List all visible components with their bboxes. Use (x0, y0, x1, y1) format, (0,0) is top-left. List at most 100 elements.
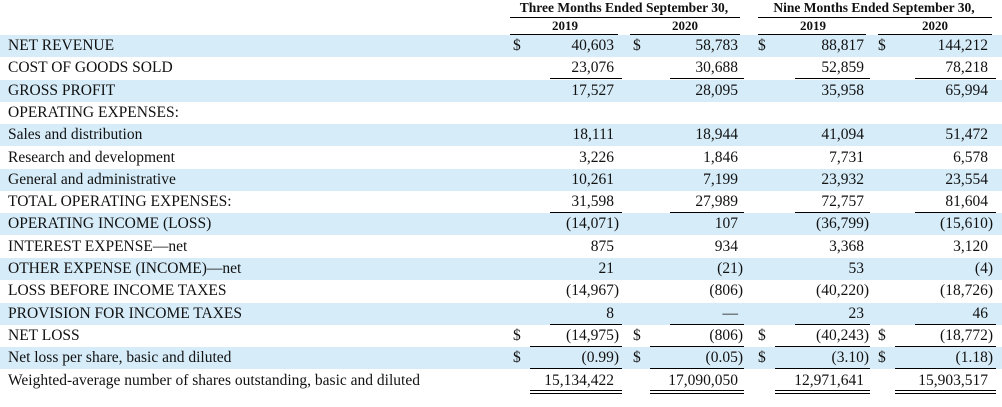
total-rule (775, 368, 870, 370)
row-label: PROVISION FOR INCOME TAXES (8, 304, 243, 322)
year-header-1: 2019 (552, 18, 578, 33)
table-cell: 51,472 (945, 126, 988, 144)
table-cell: 28,095 (695, 81, 738, 99)
total-rule (530, 368, 622, 370)
subtotal-rule (670, 212, 744, 214)
row-label: General and administrative (8, 170, 176, 188)
total-rule (895, 389, 996, 394)
table-row: OPERATING INCOME (LOSS) (14,071) 107 (36,79… (0, 213, 1002, 236)
table-cell: (21) (717, 260, 743, 277)
table-cell: 18,111 (572, 126, 614, 144)
table-cell: 58,783 (695, 37, 738, 54)
table-cell: 3,226 (579, 148, 614, 166)
row-label: Sales and distribution (8, 126, 143, 144)
dollar-sign: $ (878, 326, 886, 344)
table-row: NET LOSS $ (14,975) $ (806) $ (40,243) $ (18,772… (0, 325, 1002, 347)
three-months-rule (510, 17, 740, 18)
table-cell: 81,604 (945, 193, 988, 211)
table-row: LOSS BEFORE INCOME TAXES (14,967) (806) (40… (0, 280, 1002, 302)
subtotal-rule (550, 323, 622, 325)
table-row: Sales and distribution 18,111 18,944 41,094… (0, 124, 1002, 147)
table-cell: 10,261 (571, 170, 614, 188)
subtotal-rule (670, 323, 744, 325)
row-label: NET LOSS (8, 326, 80, 344)
table-cell: 35,958 (821, 81, 864, 99)
row-label: Net loss per share, basic and diluted (8, 349, 232, 367)
total-rule (650, 368, 744, 370)
table-cell: (36,799) (816, 215, 869, 233)
dollar-sign: $ (758, 326, 766, 344)
table-cell: — (722, 304, 739, 322)
table-cell: 23,554 (945, 170, 988, 188)
table-cell: 27,989 (695, 193, 738, 211)
table-cell: 107 (714, 215, 738, 233)
dollar-sign: $ (878, 349, 886, 367)
table-row: PROVISION FOR INCOME TAXES 8 — 23 46 (0, 302, 1002, 325)
row-label: OPERATING INCOME (LOSS) (8, 215, 212, 233)
table-cell: (14,967) (566, 282, 619, 300)
table-cell: 1,846 (703, 148, 738, 166)
table-cell: 144,212 (937, 37, 988, 54)
row-label: TOTAL OPERATING EXPENSES: (8, 193, 232, 211)
total-rule (650, 345, 744, 347)
dollar-sign: $ (513, 37, 521, 54)
table-row: COST OF GOODS SOLD 23,076 30,688 52,859 78,2… (0, 57, 1002, 80)
table-row: INTEREST EXPENSE—net 875 934 3,368 3,120 (0, 236, 1002, 258)
total-rule (650, 389, 744, 394)
dollar-sign: $ (633, 37, 641, 54)
subtotal-rule (915, 323, 996, 325)
year-rule-3 (758, 34, 866, 35)
table-cell: (806) (709, 326, 743, 344)
year-rule-4 (878, 34, 992, 35)
subtotal-rule (795, 78, 870, 80)
total-rule (775, 345, 870, 347)
nine-months-header: Nine Months Ended September 30, (773, 0, 975, 15)
table-cell: 15,134,422 (544, 371, 614, 389)
table-cell: 21 (598, 260, 615, 277)
table-cell: 40,603 (571, 37, 614, 54)
row-label: Research and development (8, 148, 175, 166)
table-cell: (18,772) (940, 326, 993, 344)
row-label: NET REVENUE (8, 37, 115, 54)
table-cell: (806) (709, 282, 743, 300)
three-months-header: Three Months Ended September 30, (519, 0, 729, 15)
table-cell: (14,975) (566, 326, 619, 344)
table-row: Weighted-average number of shares outsta… (0, 370, 1002, 394)
table-cell: (40,243) (816, 326, 869, 344)
row-label: Weighted-average number of shares outsta… (8, 371, 420, 389)
table-cell: 30,688 (695, 59, 738, 77)
table-cell: 41,094 (821, 126, 864, 144)
table-cell: 3,368 (829, 237, 864, 255)
dollar-sign: $ (513, 349, 521, 367)
table-cell: (1.18) (955, 349, 993, 367)
table-cell: (14,071) (566, 215, 619, 233)
dollar-sign: $ (513, 326, 521, 344)
row-label: COST OF GOODS SOLD (8, 59, 173, 77)
table-cell: 88,817 (821, 37, 864, 54)
table-cell: 72,757 (821, 193, 864, 211)
table-row: General and administrative 10,261 7,199 23,… (0, 168, 1002, 191)
table-cell: (40,220) (816, 282, 869, 300)
table-cell: (0.99) (581, 349, 619, 367)
nine-months-rule (758, 17, 992, 18)
year-rule-2 (630, 34, 740, 35)
subtotal-rule (795, 212, 870, 214)
table-row: Research and development 3,226 1,846 7,731 6… (0, 147, 1002, 169)
table-cell: 6,578 (953, 148, 988, 166)
dollar-sign: $ (758, 37, 766, 54)
dollar-sign: $ (758, 349, 766, 367)
table-cell: 934 (714, 237, 738, 255)
table-row: NET REVENUE $40,603 $58,783 $88,817 $144,212 (0, 35, 1002, 57)
row-label: OTHER EXPENSE (INCOME)—net (8, 260, 242, 277)
table-cell: 46 (972, 304, 989, 322)
table-cell: (15,610) (940, 215, 993, 233)
year-header-3: 2019 (800, 18, 826, 33)
table-cell: 12,971,641 (794, 371, 864, 389)
table-cell: 7,731 (829, 148, 864, 166)
subtotal-rule (670, 78, 744, 80)
year-header-4: 2020 (922, 18, 948, 33)
row-label: INTEREST EXPENSE—net (8, 237, 188, 255)
row-label: OPERATING EXPENSES: (8, 103, 179, 121)
table-cell: 52,859 (821, 59, 864, 77)
table-cell: 8 (606, 304, 614, 322)
